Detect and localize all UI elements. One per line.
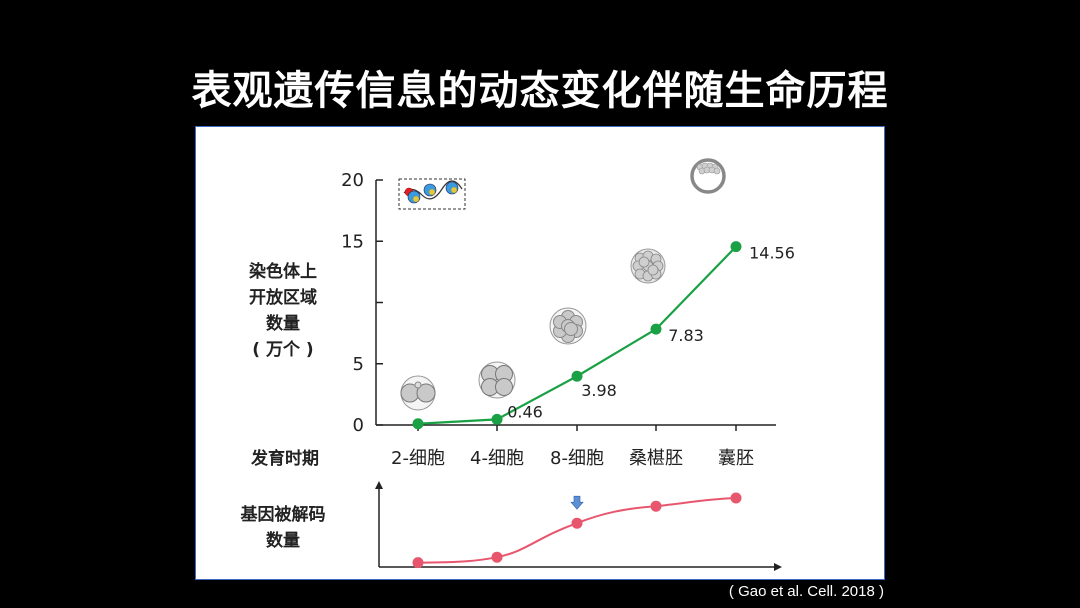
bottom-y-axis-label-line: 数量 [266,530,300,551]
x-tick-label: 2-细胞 [391,448,445,469]
bottom-y-axis-arrowhead [375,481,383,489]
data-label: 0.46 [507,402,543,421]
chart-panel: 0 5 15 20 2-细胞 4-细胞 8-细胞 桑椹胚 囊胚 染色体上开放区域数量 ( 万个 ) 发… [195,126,885,580]
eight-cell-embryo-icon [549,307,587,345]
morula-icon [630,248,666,284]
citation: ( Gao et al. Cell. 2018 ) [728,583,884,600]
blastocyst-icon [690,158,726,194]
x-tick-label: 桑椹胚 [629,448,683,469]
bottom-data-point [571,517,583,529]
y-axis-label-line: 染色体上 [249,261,317,282]
y-axis-label-line: ( 万个 ) [252,339,313,360]
y-tick-label: 15 [341,231,364,252]
x-axis-label: 发育时期 [250,448,319,469]
four-cell-embryo-icon [478,361,516,399]
down-arrow-icon [570,495,584,510]
data-point [412,418,424,430]
slide-title: 表观遗传信息的动态变化伴随生命历程 [191,68,889,114]
data-label: 14.56 [749,244,795,263]
bottom-y-axis-label-line: 基因被解码 [240,504,326,525]
data-point [650,323,662,335]
bottom-data-point [730,492,742,504]
y-tick-label: 20 [341,170,364,191]
data-label: 7.83 [668,326,704,345]
data-point [491,413,503,425]
y-axis-label-line: 开放区域 [249,287,317,308]
data-label: 3.98 [581,381,617,400]
x-tick-label: 4-细胞 [470,448,524,469]
x-tick-label: 囊胚 [718,448,754,469]
bottom-x-axis-arrowhead [774,563,782,571]
chromatin-nucleosome-icon [398,178,466,210]
x-tick-label: 8-细胞 [550,448,604,469]
data-point [571,370,583,382]
y-tick-label: 5 [353,354,364,375]
bottom-data-point [650,500,662,512]
y-axis-label-line: 数量 [266,313,300,334]
y-tick-label: 0 [353,415,364,436]
two-cell-embryo-icon [400,375,436,411]
data-point [730,241,742,253]
bottom-data-point [412,557,424,569]
bottom-data-point [491,551,503,563]
